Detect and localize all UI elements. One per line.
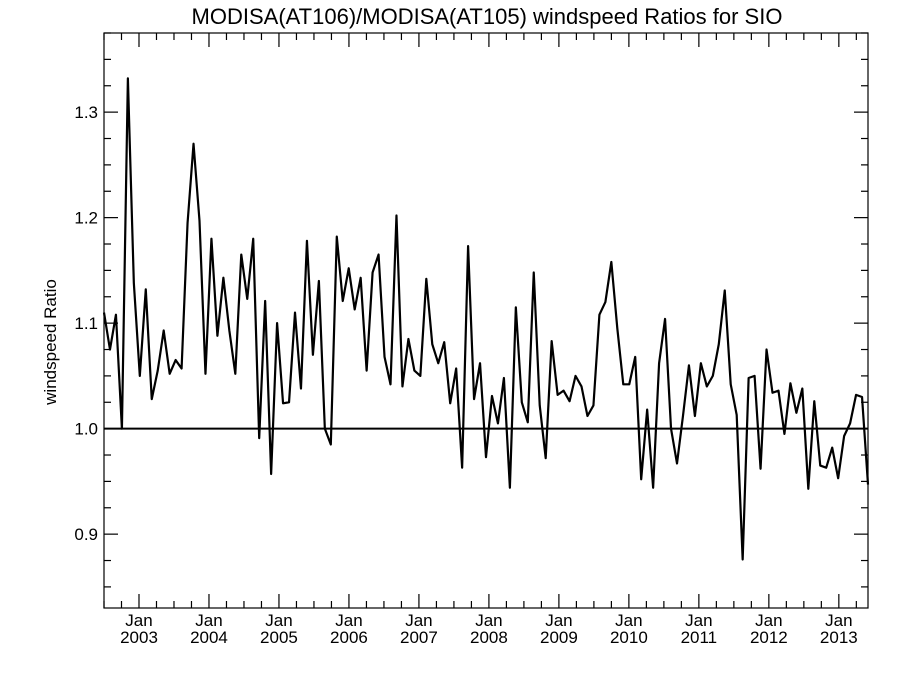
x-tick-label-month: Jan — [755, 611, 782, 630]
y-tick-label: 1.0 — [74, 420, 98, 439]
x-tick-label-year: 2005 — [260, 628, 298, 647]
x-tick-label-year: 2006 — [330, 628, 368, 647]
y-tick-label: 1.2 — [74, 209, 98, 228]
x-tick-label-month: Jan — [195, 611, 222, 630]
axes-group: 0.91.01.11.21.3Jan2003Jan2004Jan2005Jan2… — [74, 32, 868, 647]
x-tick-label-month: Jan — [125, 611, 152, 630]
x-tick-label-month: Jan — [545, 611, 572, 630]
y-tick-label: 1.1 — [74, 314, 98, 333]
x-tick-label-month: Jan — [825, 611, 852, 630]
x-tick-label-year: 2012 — [750, 628, 788, 647]
x-tick-label-month: Jan — [265, 611, 292, 630]
x-tick-label-year: 2007 — [400, 628, 438, 647]
x-tick-label-year: 2004 — [190, 628, 228, 647]
y-axis-label: windspeed Ratio — [41, 279, 60, 406]
y-tick-label: 0.9 — [74, 525, 98, 544]
x-tick-label-year: 2003 — [120, 628, 158, 647]
x-tick-label-year: 2009 — [540, 628, 578, 647]
x-tick-label-year: 2013 — [820, 628, 858, 647]
x-tick-label-month: Jan — [335, 611, 362, 630]
chart-title: MODISA(AT106)/MODISA(AT105) windspeed Ra… — [192, 4, 783, 29]
x-tick-label-month: Jan — [475, 611, 502, 630]
x-tick-label-year: 2010 — [610, 628, 648, 647]
x-tick-label-month: Jan — [615, 611, 642, 630]
x-tick-label-year: 2008 — [470, 628, 508, 647]
x-tick-label-year: 2011 — [681, 628, 718, 647]
x-tick-label-month: Jan — [685, 611, 712, 630]
series-line — [102, 77, 870, 561]
plot-frame — [103, 32, 869, 609]
y-tick-label: 1.3 — [74, 103, 98, 122]
x-tick-label-month: Jan — [405, 611, 432, 630]
